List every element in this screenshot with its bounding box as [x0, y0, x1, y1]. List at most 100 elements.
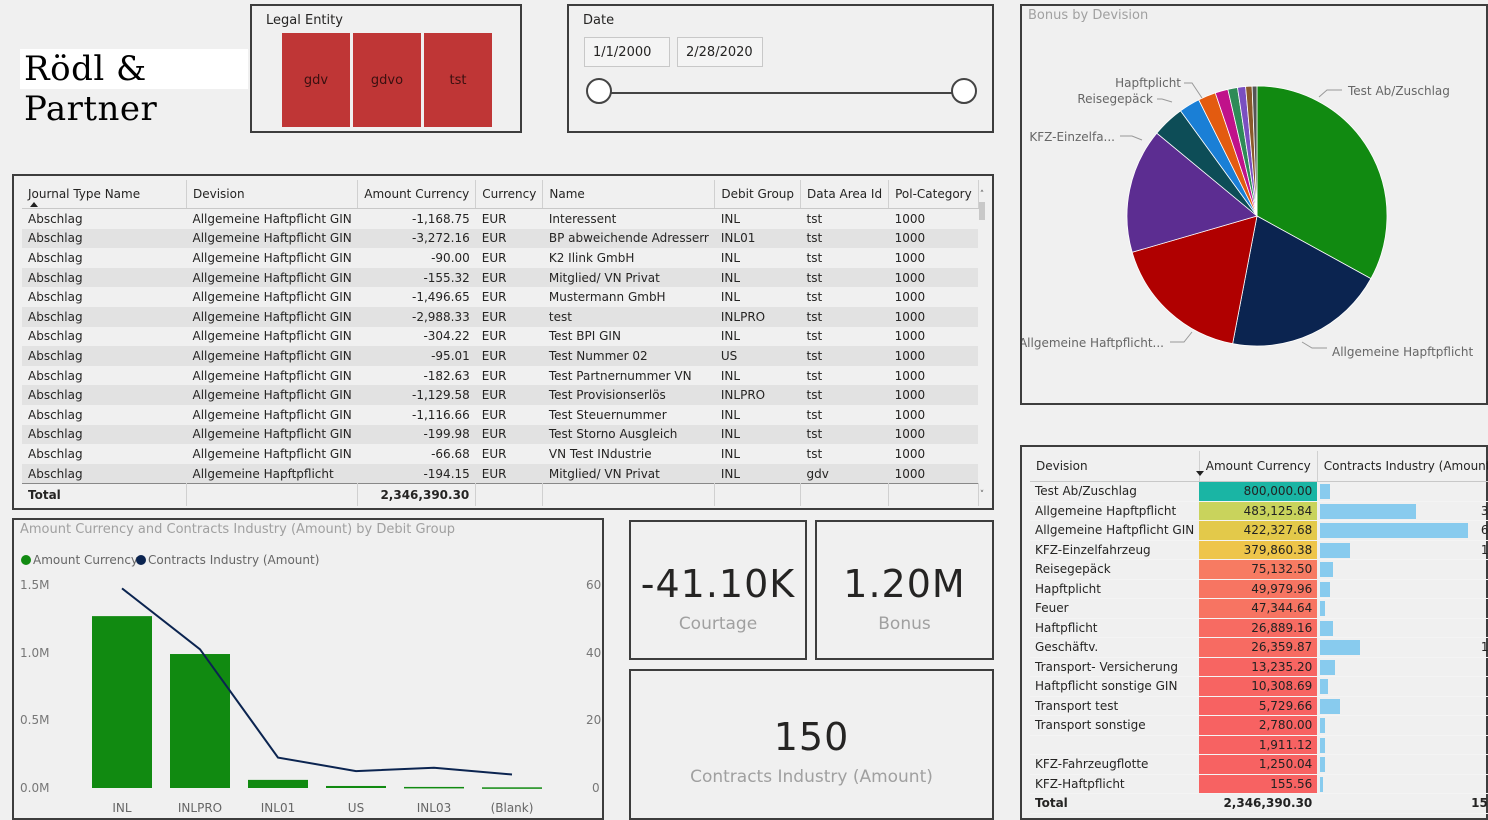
journal-cell: gdv	[800, 463, 889, 484]
journal-row[interactable]: Abschlag Allgemeine Haftpflicht GIN -3,272…	[22, 228, 979, 249]
journal-cell: Abschlag	[22, 346, 187, 366]
contracts-data-bar	[1320, 659, 1336, 675]
pie-slice[interactable]	[1126, 132, 1258, 253]
sort-ascending-icon[interactable]	[30, 202, 38, 207]
matrix-amount-cell: 10,308.69	[1199, 676, 1318, 697]
amount-bar[interactable]	[404, 786, 464, 789]
mtx-col-devision[interactable]: Devision	[1030, 451, 1200, 482]
company-logo: Rödl & Partner	[20, 49, 248, 129]
amount-bar[interactable]	[248, 779, 308, 788]
journal-cell: 1000	[888, 228, 979, 249]
date-start-input[interactable]: 1/1/2000	[584, 37, 670, 67]
legal-entity-tile-gdv[interactable]: gdv	[282, 33, 350, 127]
combo-svg: Amount Currency Contracts Industry (Amou…	[20, 553, 601, 815]
journal-row[interactable]: Abschlag Allgemeine Haftpflicht GIN -304.2…	[22, 327, 978, 347]
legal-entity-tile-tst[interactable]: tst	[424, 33, 492, 127]
col-journal-type-name[interactable]: Journal Type Name	[22, 180, 187, 209]
col-debit-group[interactable]: Debit Group	[714, 180, 802, 209]
journal-cell: INL	[720, 407, 741, 422]
journal-cell: INL	[720, 368, 741, 383]
matrix-row[interactable]: Geschäftv.26,359.87 16	[1030, 637, 1488, 658]
journal-cell: Test BPI GIN	[548, 329, 621, 344]
contracts-data-bar	[1320, 523, 1469, 538]
journal-cell: Allgemeine Haftpflicht GIN	[192, 290, 352, 305]
matrix-amount-cell: 49,979.96	[1199, 579, 1318, 599]
amount-bar[interactable]	[482, 787, 542, 789]
pie-slice[interactable]	[1251, 85, 1258, 217]
matrix-contracts-cell: 6	[1317, 657, 1488, 677]
date-slider-end-handle[interactable]	[951, 78, 977, 104]
matrix-devision-cell: Feuer	[1030, 598, 1200, 619]
journal-total-label: Total	[22, 483, 187, 507]
table-scrollbar[interactable]: ˄ ˅	[978, 190, 986, 500]
contracts-data-bar	[1320, 503, 1417, 519]
journal-row[interactable]: Abschlag Allgemeine Haftpflicht GIN -1,168…	[22, 209, 978, 229]
journal-row[interactable]: Abschlag Allgemeine Haftpflicht GIN -90.00…	[22, 248, 978, 268]
scroll-thumb[interactable]	[979, 202, 985, 220]
journal-cell: INL	[714, 463, 801, 484]
journal-row[interactable]: Abschlag Allgemeine Haftpflicht GIN -182.6…	[22, 366, 978, 386]
matrix-row[interactable]: 1,911.12 2	[1030, 735, 1488, 755]
scroll-up-icon[interactable]: ˄	[979, 190, 985, 200]
y2-tick-3: 0	[592, 781, 600, 795]
journal-row[interactable]: Abschlag Allgemeine Haftpflicht GIN -155.3…	[22, 267, 979, 288]
journal-row[interactable]: Abschlag Allgemeine Haftpflicht GIN -66.68…	[22, 444, 978, 464]
col-amount-currency[interactable]: Amount Currency	[357, 180, 477, 209]
journal-cell: INL	[720, 446, 741, 461]
mtx-col-contracts[interactable]: Contracts Industry (Amount)	[1317, 451, 1488, 482]
pie-slice[interactable]	[1131, 215, 1258, 345]
journal-row[interactable]: Abschlag Allgemeine Haftpflicht GIN -2,988…	[22, 306, 979, 327]
journal-cell: Allgemeine Haftpflicht GIN	[186, 306, 358, 327]
scroll-down-icon[interactable]: ˅	[979, 490, 985, 500]
amount-bar[interactable]	[326, 785, 386, 788]
date-end-input[interactable]: 2/28/2020	[677, 37, 763, 67]
journal-row[interactable]: Abschlag Allgemeine Haftpflicht GIN -199.9…	[22, 424, 979, 445]
x-tick-label: INLPRO	[178, 801, 222, 815]
journal-row[interactable]: Abschlag Allgemeine Haftpflicht GIN -1,129…	[22, 385, 979, 405]
col-name[interactable]: Name	[542, 180, 716, 209]
sort-descending-icon[interactable]	[1196, 471, 1204, 476]
journal-row[interactable]: Abschlag Allgemeine Haftpflicht GIN -1,116…	[22, 405, 978, 425]
matrix-total-row: Total 2,346,390.30 150	[1030, 793, 1488, 814]
matrix-amount-cell: 5,729.66	[1199, 696, 1318, 716]
col-currency[interactable]: Currency	[475, 180, 544, 209]
contracts-data-bar	[1320, 484, 1331, 499]
journal-row[interactable]: Abschlag Allgemeine Hapftpflicht -194.15 EU…	[22, 463, 979, 484]
legal-entity-tile-gdvo[interactable]: gdvo	[353, 33, 421, 127]
date-slider-start-handle[interactable]	[586, 78, 612, 104]
contracts-data-bar	[1320, 698, 1340, 714]
mtx-col-amount[interactable]: Amount Currency	[1199, 451, 1318, 482]
amount-bar[interactable]	[170, 654, 230, 788]
col-devision[interactable]: Devision	[186, 180, 359, 209]
contracts-value: 4	[1322, 582, 1488, 596]
pie-slice[interactable]	[1256, 85, 1388, 280]
journal-row[interactable]: Abschlag Allgemeine Haftpflicht GIN -1,496…	[22, 287, 978, 307]
journal-cell: INL	[714, 267, 801, 288]
amount-bar[interactable]	[92, 616, 152, 788]
journal-row[interactable]: Abschlag Allgemeine Haftpflicht GIN -95.01…	[22, 346, 979, 366]
col-pol-category[interactable]: Pol-Category	[888, 180, 979, 209]
matrix-total-contracts: 150	[1317, 793, 1488, 814]
legend-bar-dot	[21, 555, 31, 565]
pie-slice[interactable]	[1232, 215, 1372, 347]
journal-cell: -1,129.58	[357, 385, 476, 405]
journal-cell: 1000	[894, 211, 926, 226]
col-data-area-id[interactable]: Data Area Id	[800, 180, 890, 209]
date-slider-track[interactable]	[599, 92, 965, 94]
journal-cell: EUR	[481, 211, 507, 226]
journal-cell: INL	[720, 211, 741, 226]
